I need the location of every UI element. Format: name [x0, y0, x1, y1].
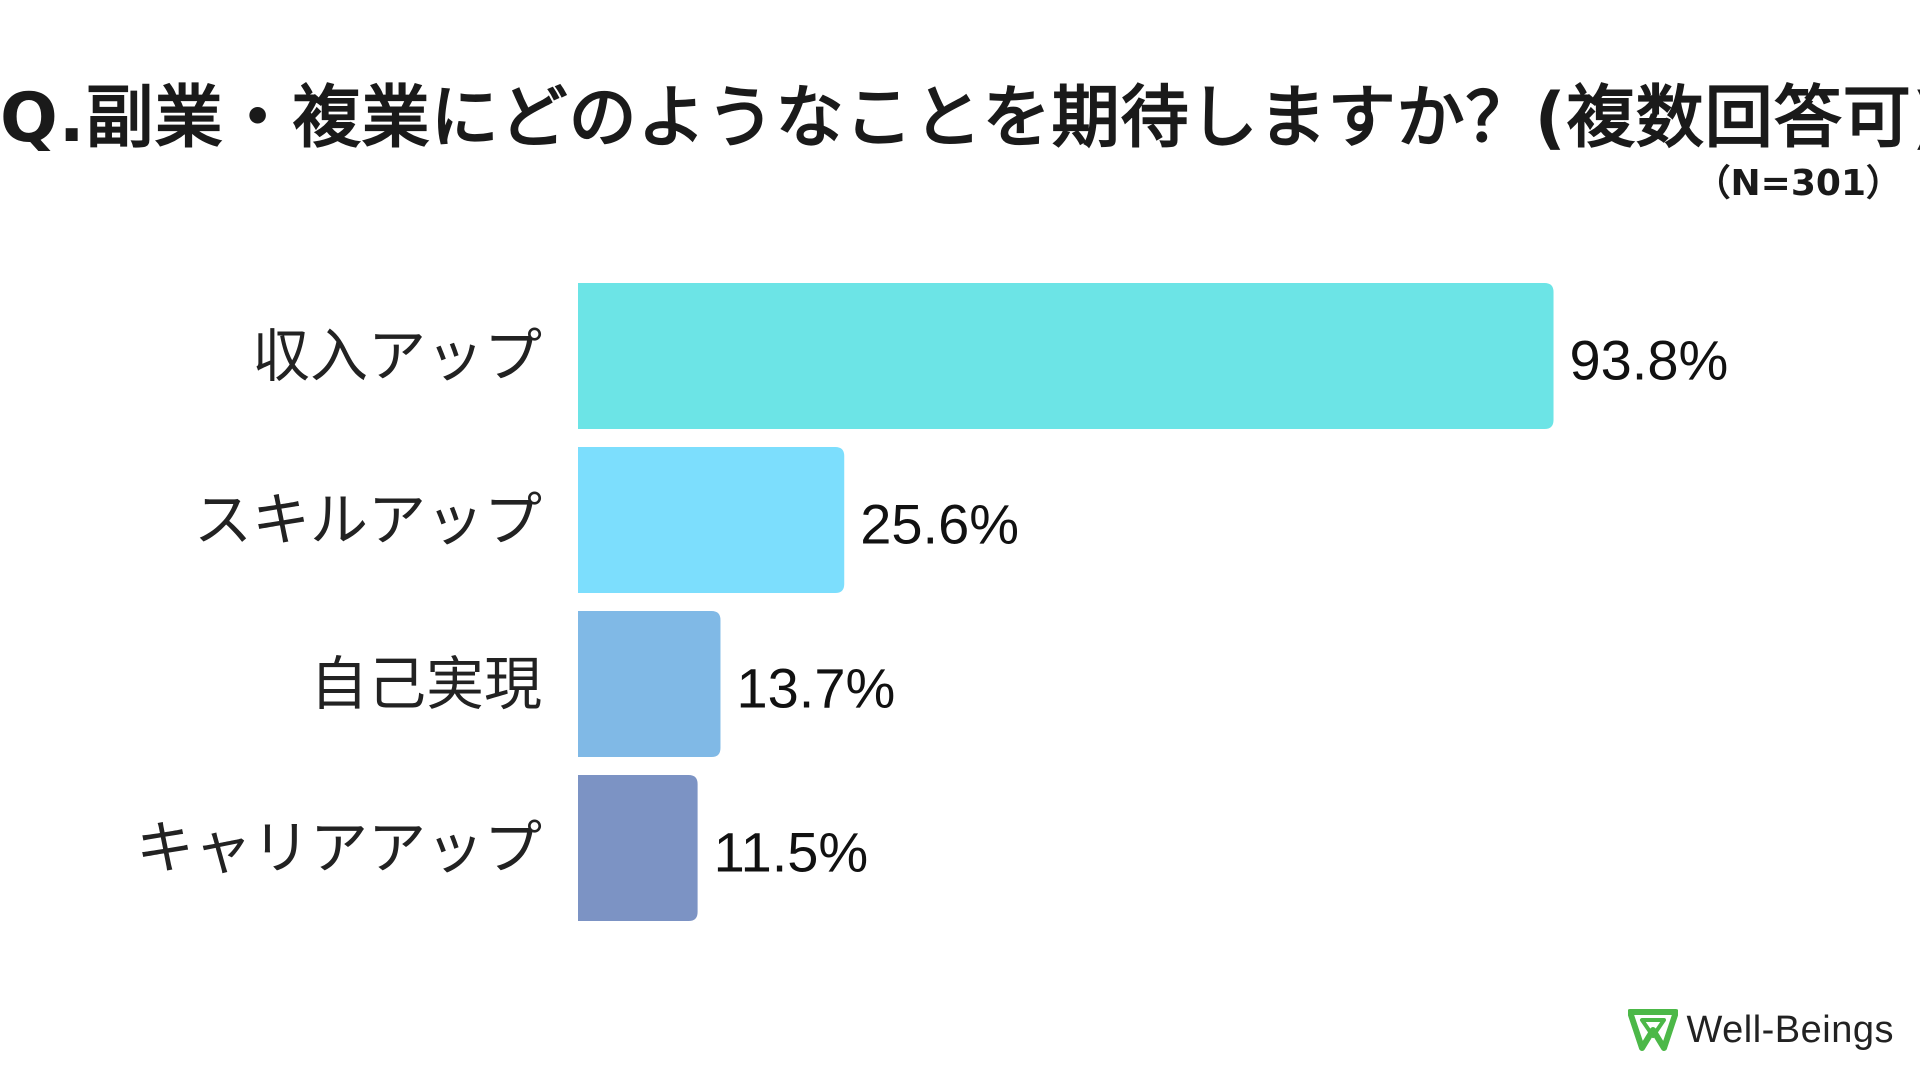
value-label-1: 93.8%: [1570, 329, 1729, 392]
bar-1: [578, 283, 1554, 429]
value-label-3: 13.7%: [736, 657, 895, 720]
brand-name: Well-Beings: [1686, 1008, 1894, 1051]
category-label-1: 収入アップ: [252, 322, 542, 390]
bar-4: [578, 775, 698, 921]
sample-size-note: （N=301）: [1694, 163, 1902, 204]
brand-logo: Well-Beings: [1628, 1008, 1894, 1052]
category-label-2: スキルアップ: [194, 486, 542, 554]
category-label-3: 自己実現: [310, 650, 542, 718]
value-label-4: 11.5%: [714, 821, 869, 884]
bar-3: [578, 611, 721, 757]
category-label-4: キャリアアップ: [136, 814, 542, 882]
well-beings-logo-mark-icon: [1628, 1009, 1679, 1051]
bar-2: [578, 447, 845, 593]
value-label-2: 25.6%: [860, 493, 1019, 556]
chart-title: Q.副業・複業にどのようなことを期待しますか？(複数回答可): [0, 79, 1920, 158]
